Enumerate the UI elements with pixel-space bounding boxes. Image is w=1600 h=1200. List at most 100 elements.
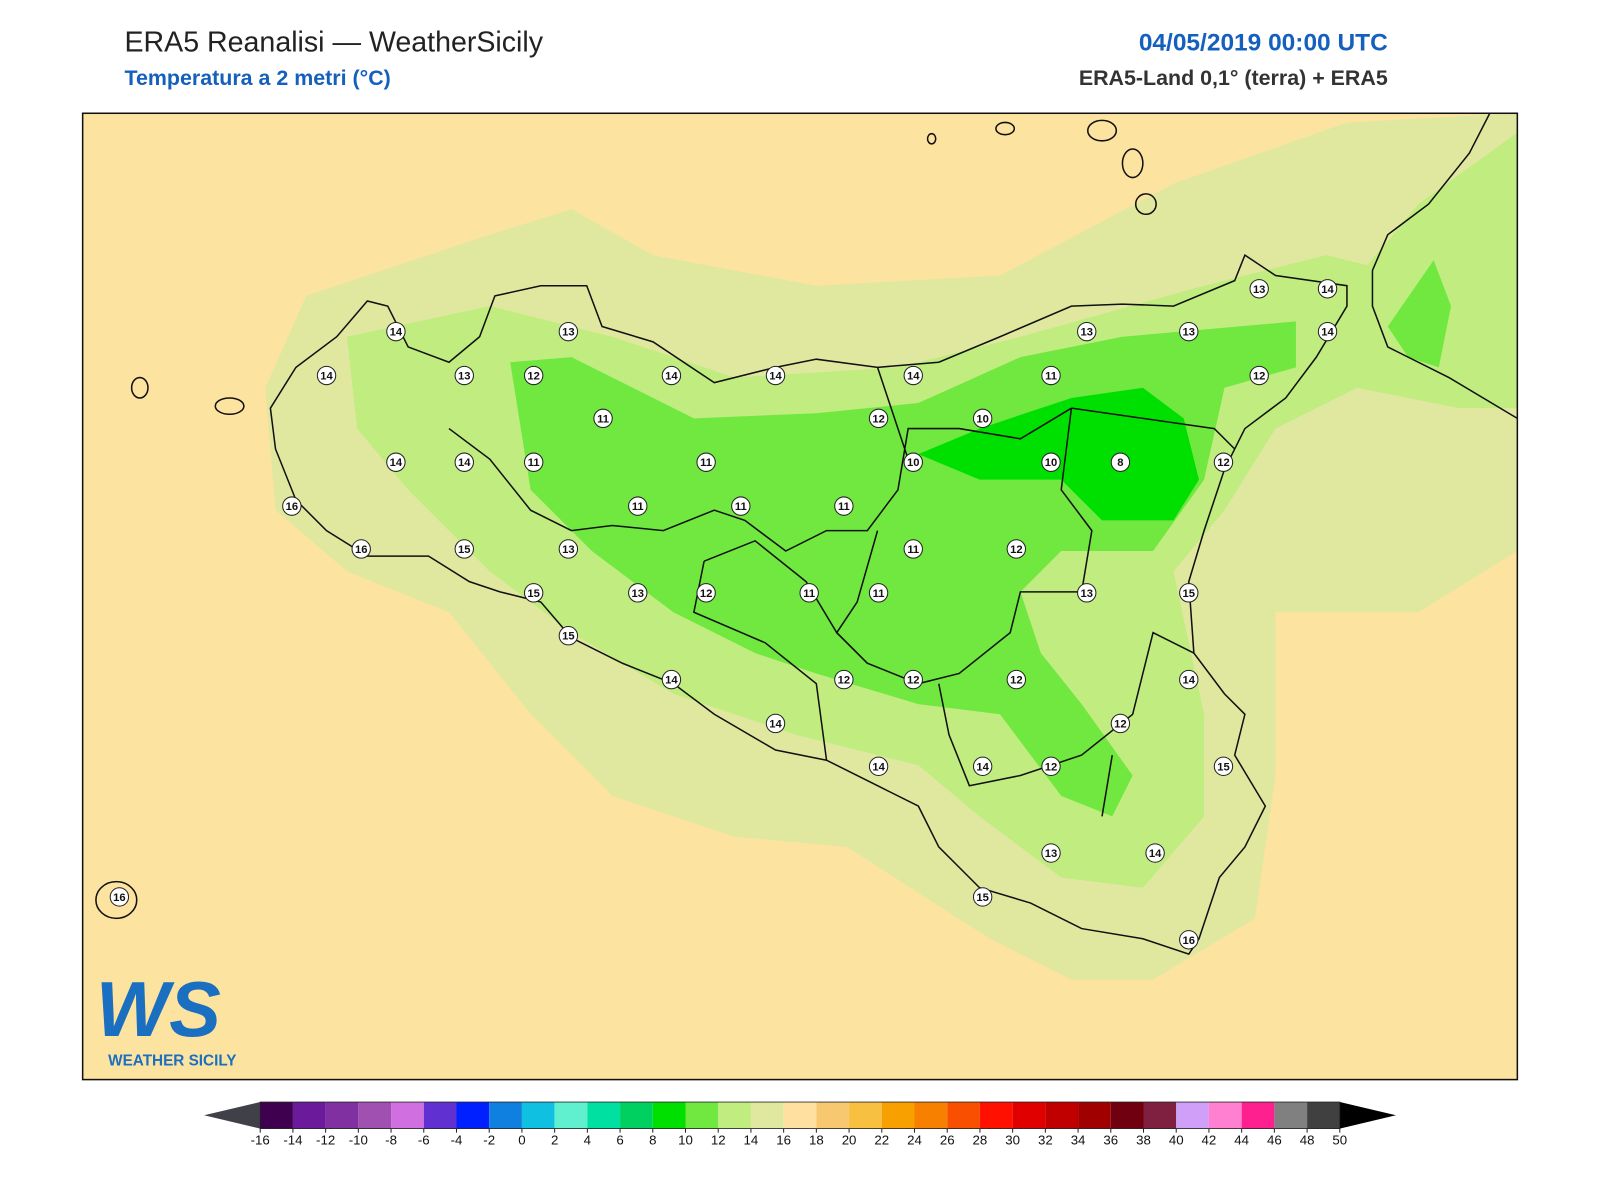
station-value: 14 bbox=[769, 718, 782, 730]
station-value: 13 bbox=[1183, 327, 1195, 339]
station-value: 13 bbox=[632, 588, 644, 600]
station-value: 14 bbox=[769, 370, 782, 382]
station-value: 14 bbox=[320, 370, 333, 382]
station-marker bbox=[1317, 279, 1338, 299]
station-value: 16 bbox=[1183, 935, 1195, 947]
colorbar-tick-label: -2 bbox=[483, 1132, 495, 1147]
colorbar-tick-label: 40 bbox=[1169, 1132, 1184, 1147]
station-marker bbox=[386, 452, 406, 472]
station-value: 13 bbox=[562, 327, 574, 339]
station-marker bbox=[903, 365, 923, 386]
station-marker bbox=[1006, 539, 1027, 559]
colorbar-frame bbox=[259, 1101, 1341, 1129]
station-value: 11 bbox=[597, 413, 609, 425]
colorbar-swatch bbox=[1274, 1102, 1308, 1129]
station-marker bbox=[1006, 669, 1027, 690]
colorbar-tick-label: -12 bbox=[316, 1132, 335, 1147]
station-marker bbox=[1179, 583, 1199, 603]
station-value: 14 bbox=[907, 370, 920, 382]
station-marker bbox=[661, 669, 682, 690]
logo: WS WEATHER SICILY bbox=[96, 967, 237, 1069]
station-marker bbox=[903, 539, 923, 559]
station-value: 12 bbox=[1045, 761, 1057, 773]
station-value: 10 bbox=[907, 457, 919, 469]
station-value: 14 bbox=[976, 761, 989, 773]
station-marker bbox=[523, 365, 544, 386]
colorbar-under bbox=[204, 1102, 261, 1129]
colorbar-tick-label: 48 bbox=[1300, 1132, 1315, 1147]
map-frame bbox=[81, 112, 1519, 1081]
colorbar-swatch bbox=[620, 1102, 653, 1129]
coastline bbox=[95, 113, 1518, 955]
colorbar-swatch bbox=[489, 1102, 522, 1129]
station-marker bbox=[903, 452, 923, 472]
station-marker bbox=[1041, 365, 1061, 386]
station-value: 14 bbox=[665, 675, 678, 687]
station-marker bbox=[282, 496, 302, 516]
colorbar-swatch bbox=[456, 1102, 490, 1129]
station-value: 14 bbox=[1321, 284, 1334, 296]
station-value: 13 bbox=[1253, 284, 1265, 296]
station-marker bbox=[1110, 452, 1131, 472]
station-marker bbox=[1317, 321, 1338, 342]
station-marker bbox=[661, 365, 682, 386]
colorbar-tick-label: 30 bbox=[1005, 1132, 1020, 1147]
colorbar-swatch bbox=[554, 1102, 588, 1129]
station-marker bbox=[799, 583, 819, 603]
colorbar-swatch bbox=[1208, 1102, 1242, 1129]
station-marker bbox=[1179, 930, 1199, 950]
station-marker bbox=[1041, 452, 1061, 472]
colorbar-tick-label: 24 bbox=[907, 1132, 922, 1147]
colorbar-swatch bbox=[1241, 1102, 1275, 1129]
station-value: 12 bbox=[1010, 675, 1022, 687]
colorbar-tick-label: 34 bbox=[1071, 1132, 1086, 1147]
colorbar-swatch bbox=[718, 1102, 751, 1129]
colorbar-tick-label: -8 bbox=[385, 1132, 397, 1147]
colorbar-tick-label: 14 bbox=[744, 1132, 759, 1147]
colorbar-tick-label: 2 bbox=[551, 1132, 558, 1147]
colorbar-swatch bbox=[1307, 1102, 1340, 1129]
station-marker bbox=[558, 321, 579, 342]
station-value: 14 bbox=[390, 327, 403, 339]
station-value: 16 bbox=[286, 501, 298, 513]
station-marker bbox=[1110, 713, 1131, 734]
station-marker bbox=[558, 626, 579, 646]
station-value: 13 bbox=[1080, 588, 1092, 600]
station-value: 12 bbox=[1253, 370, 1265, 382]
colorbar-swatch bbox=[358, 1102, 392, 1129]
station-value: 14 bbox=[872, 761, 885, 773]
station-marker bbox=[558, 539, 579, 559]
station-value: 16 bbox=[113, 892, 125, 904]
colorbar-tick-label: 22 bbox=[874, 1132, 889, 1147]
colorbar-tick-label: 38 bbox=[1136, 1132, 1151, 1147]
colorbar-tick-label: 8 bbox=[649, 1132, 656, 1147]
colorbar-swatch bbox=[881, 1102, 915, 1129]
colorbar-swatch bbox=[783, 1102, 817, 1129]
colorbar-tick-label: 50 bbox=[1332, 1132, 1347, 1147]
station-marker bbox=[972, 756, 993, 777]
logo-mark: WS bbox=[96, 967, 221, 1053]
map: 14 13 14 13 12 14 14 14 11 13 13 13 14 14 12 11 12 10 14 14… bbox=[81, 112, 1519, 1081]
station-marker bbox=[109, 887, 130, 907]
colorbar-tick-label: -10 bbox=[349, 1132, 368, 1147]
station-marker bbox=[903, 669, 923, 690]
field-band bbox=[1387, 260, 1452, 368]
station-value: 14 bbox=[390, 457, 403, 469]
colorbar-tick-label: -6 bbox=[418, 1132, 430, 1147]
colorbar-swatch bbox=[652, 1102, 686, 1129]
colorbar-tick-label: 20 bbox=[842, 1132, 857, 1147]
station-value: 12 bbox=[527, 370, 539, 382]
colorbar-swatch bbox=[947, 1102, 980, 1129]
colorbar-swatch bbox=[750, 1102, 784, 1129]
station-value: 16 bbox=[355, 544, 367, 556]
station-marker bbox=[1077, 583, 1097, 603]
station-value: 13 bbox=[1080, 327, 1092, 339]
station-marker bbox=[834, 669, 854, 690]
colorbar-swatch bbox=[1176, 1102, 1209, 1129]
station-value: 12 bbox=[838, 675, 850, 687]
station-value: 13 bbox=[562, 544, 574, 556]
station-value: 14 bbox=[1321, 327, 1334, 339]
station-value: 12 bbox=[700, 588, 712, 600]
station-marker bbox=[1077, 321, 1097, 342]
colorbar-tick-label: -16 bbox=[251, 1132, 270, 1147]
